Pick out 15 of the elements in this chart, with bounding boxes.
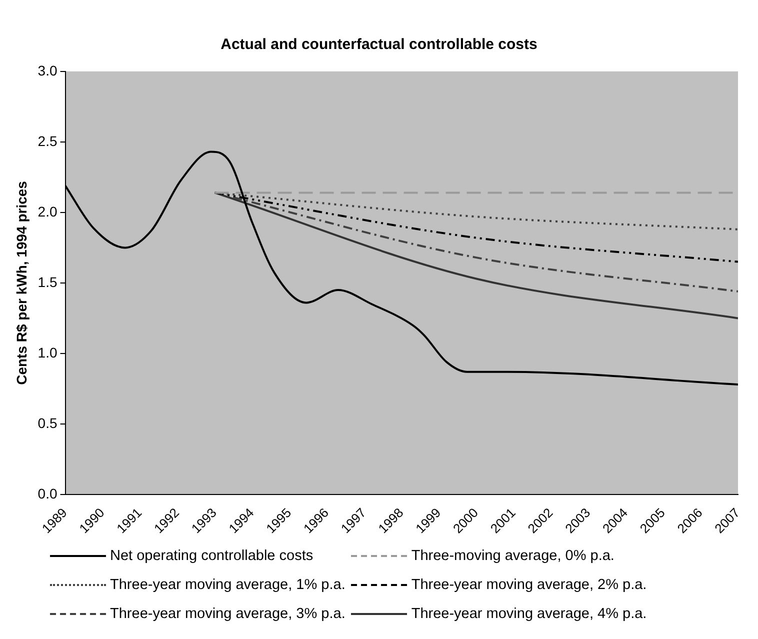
- legend-label: Three-year moving average, 4% p.a.: [411, 606, 647, 622]
- legend-label: Three-year moving average, 1% p.a.: [110, 577, 346, 593]
- y-tick-label: 3.0: [38, 62, 58, 78]
- y-axis-title: Cents R$ per kWh, 1994 prices: [13, 180, 30, 385]
- legend-label: Three-year moving average, 3% p.a.: [110, 606, 346, 622]
- y-tick-label: 2.0: [38, 203, 58, 220]
- chart-title: Actual and counterfactual controllable costs: [220, 36, 538, 53]
- y-tick-label: 1.5: [38, 274, 58, 290]
- y-tick-label: 0.0: [38, 485, 58, 502]
- y-tick-label: 0.5: [38, 414, 58, 431]
- legend-label: Net operating controllable costs: [110, 548, 314, 564]
- legend-label: Three-year moving average, 2% p.a.: [411, 577, 647, 593]
- y-tick-label: 1.0: [38, 344, 58, 360]
- y-tick-label: 2.5: [38, 132, 58, 149]
- legend-label: Three-moving average, 0% p.a.: [411, 548, 614, 564]
